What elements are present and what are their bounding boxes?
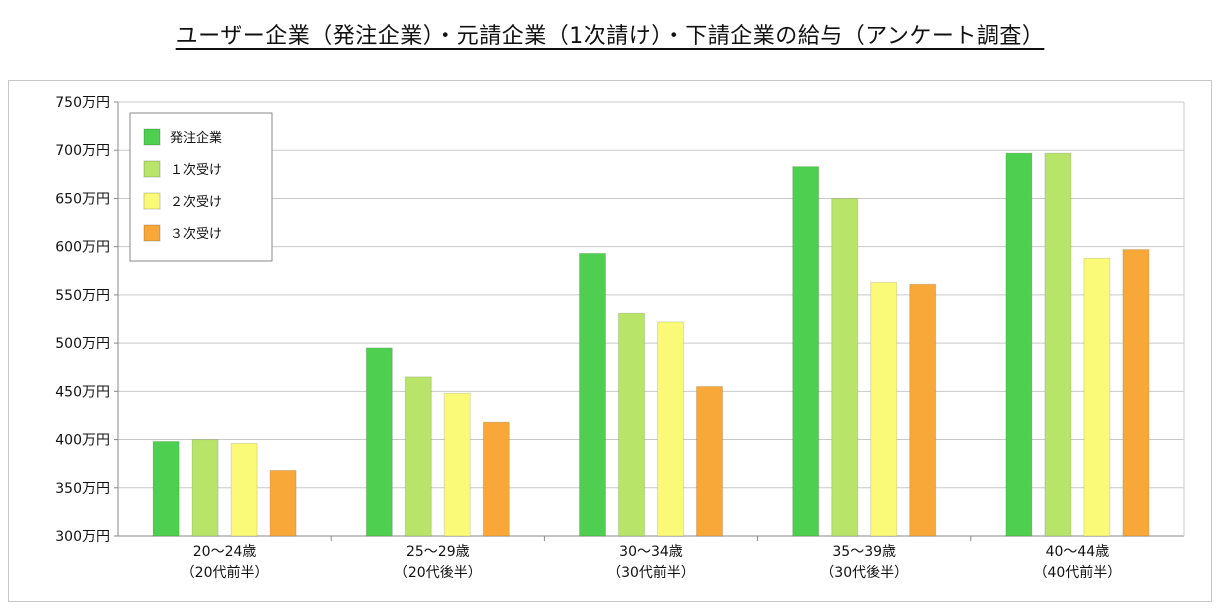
x-tick-label: 25～29歳 — [406, 544, 470, 560]
x-tick-label: （40代前半） — [1033, 564, 1121, 581]
x-tick-label: 35～39歳 — [832, 544, 896, 560]
bar-2 — [404, 376, 432, 537]
legend-label: １次受け — [170, 162, 222, 178]
bar-2 — [831, 197, 859, 537]
y-tick-label: 450万円 — [55, 384, 110, 400]
bar-4 — [482, 421, 510, 537]
y-tick-label: 600万円 — [55, 240, 110, 256]
legend-label: ３次受け — [170, 226, 222, 242]
x-tick-label: （30代後半） — [820, 565, 908, 581]
bar-1 — [792, 166, 820, 537]
y-tick-label: 650万円 — [55, 191, 110, 207]
chart-title-text: ユーザー企業（発注企業）・元請企業（1次請け）・下請企業の給与（アンケート調査） — [175, 24, 1045, 49]
bar-4 — [269, 469, 297, 537]
legend-swatch — [143, 224, 161, 242]
bar-2 — [1044, 152, 1072, 537]
x-tick-label: （20代前半） — [181, 564, 269, 581]
y-tick-label: 700万円 — [55, 143, 110, 159]
y-tick-label: 500万円 — [55, 336, 110, 352]
bar-4 — [909, 283, 937, 537]
legend-swatch — [143, 160, 161, 178]
bar-1 — [152, 440, 180, 537]
bar-4 — [1122, 249, 1150, 537]
legend-swatch — [143, 192, 161, 210]
bar-3 — [870, 281, 898, 537]
x-tick-label: 20～24歳 — [193, 544, 257, 560]
x-tick-label: 30～34歳 — [619, 544, 683, 560]
chart-title: ユーザー企業（発注企業）・元請企業（1次請け）・下請企業の給与（アンケート調査） — [0, 18, 1220, 50]
x-tick-label: 40～44歳 — [1046, 544, 1110, 560]
bar-3 — [657, 321, 684, 537]
y-tick-label: 550万円 — [55, 288, 110, 304]
y-tick-label: 300万円 — [55, 529, 110, 545]
bar-3 — [1083, 257, 1111, 537]
y-tick-label: 750万円 — [55, 95, 110, 111]
y-tick-label: 350万円 — [55, 481, 110, 497]
bar-1 — [1005, 152, 1033, 537]
legend-label: 発注企業 — [170, 130, 222, 146]
legend-swatch — [143, 128, 161, 146]
bar-2 — [191, 439, 219, 537]
bar-1 — [365, 347, 393, 537]
x-tick-label: （30代前半） — [607, 564, 695, 581]
legend-label: ２次受け — [170, 194, 222, 210]
bar-3 — [443, 392, 471, 537]
x-tick-label: （20代後半） — [394, 565, 482, 581]
y-tick-label: 400万円 — [55, 433, 110, 449]
bar-1 — [579, 252, 606, 537]
bar-3 — [230, 442, 258, 537]
bar-2 — [618, 312, 645, 537]
bar-4 — [696, 386, 723, 537]
